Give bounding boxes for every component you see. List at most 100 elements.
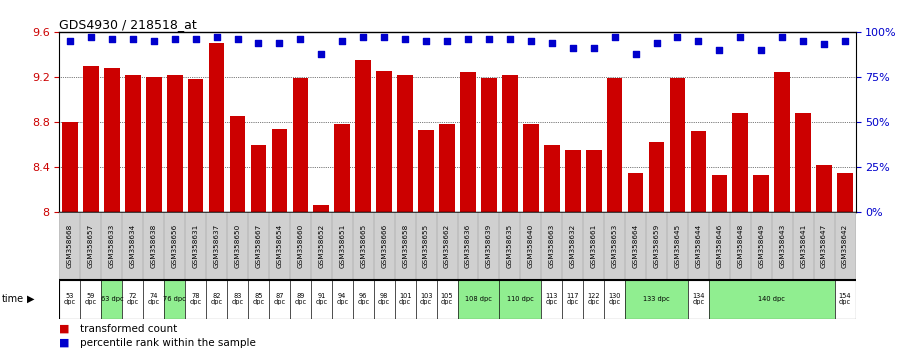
Text: 96
dpc: 96 dpc <box>357 293 370 306</box>
Text: GSM358655: GSM358655 <box>423 224 429 268</box>
Bar <box>562 280 583 319</box>
Bar <box>227 280 248 319</box>
Text: 113
dpc: 113 dpc <box>545 293 558 306</box>
Text: 154
dpc: 154 dpc <box>839 293 851 306</box>
Bar <box>834 280 856 319</box>
Bar <box>185 280 206 319</box>
Text: 130
dpc: 130 dpc <box>608 293 621 306</box>
Bar <box>104 68 120 212</box>
Text: GSM358656: GSM358656 <box>172 224 178 268</box>
Bar <box>123 280 144 319</box>
Point <box>398 36 413 42</box>
Bar <box>691 131 706 212</box>
Text: GSM358652: GSM358652 <box>318 224 324 268</box>
Text: time: time <box>2 294 24 304</box>
Text: GSM358664: GSM358664 <box>632 224 639 268</box>
Bar <box>625 280 688 319</box>
Text: 83
dpc: 83 dpc <box>231 293 243 306</box>
Bar <box>311 280 332 319</box>
Text: GSM358657: GSM358657 <box>88 224 94 268</box>
Point <box>231 36 245 42</box>
Point <box>587 45 601 51</box>
Bar <box>688 280 709 319</box>
Text: 133 dpc: 133 dpc <box>643 296 670 302</box>
Point <box>796 38 811 44</box>
Point <box>251 40 266 46</box>
Bar <box>353 280 373 319</box>
Text: GSM358646: GSM358646 <box>716 224 722 268</box>
Point <box>62 38 77 44</box>
Text: GSM358635: GSM358635 <box>507 224 513 268</box>
Text: ■: ■ <box>59 338 70 348</box>
Text: GSM358643: GSM358643 <box>780 224 785 268</box>
Text: GSM358651: GSM358651 <box>339 224 345 268</box>
Text: GSM358647: GSM358647 <box>821 224 827 268</box>
Point <box>502 36 517 42</box>
Text: 76 dpc: 76 dpc <box>163 296 186 302</box>
Text: 94
dpc: 94 dpc <box>336 293 349 306</box>
Point <box>565 45 580 51</box>
Bar <box>81 280 102 319</box>
Text: GSM358639: GSM358639 <box>486 224 492 268</box>
Point <box>104 36 119 42</box>
Bar <box>394 280 415 319</box>
Bar <box>500 280 542 319</box>
Text: 74
dpc: 74 dpc <box>147 293 160 306</box>
Text: GSM358667: GSM358667 <box>255 224 262 268</box>
Bar <box>523 124 539 212</box>
Bar <box>837 173 853 212</box>
Point <box>670 34 684 40</box>
Point <box>167 36 182 42</box>
Bar <box>712 175 727 212</box>
Bar <box>436 280 458 319</box>
Bar <box>753 175 770 212</box>
Bar <box>83 66 99 212</box>
Text: 89
dpc: 89 dpc <box>295 293 307 306</box>
Text: 91
dpc: 91 dpc <box>316 293 328 306</box>
Bar <box>586 150 601 212</box>
Bar <box>458 280 500 319</box>
Bar <box>293 78 308 212</box>
Point <box>523 38 538 44</box>
Bar <box>206 280 227 319</box>
Text: GSM358636: GSM358636 <box>465 224 471 268</box>
Point <box>608 34 622 40</box>
Text: 103
dpc: 103 dpc <box>420 293 432 306</box>
Bar <box>188 79 203 212</box>
Bar <box>59 280 81 319</box>
Point <box>754 47 769 53</box>
Text: GSM358653: GSM358653 <box>611 224 618 268</box>
Bar <box>481 78 497 212</box>
Bar <box>62 122 78 212</box>
Bar <box>373 280 394 319</box>
Text: GSM358644: GSM358644 <box>695 224 702 268</box>
Point <box>481 36 496 42</box>
Point <box>335 38 350 44</box>
Bar <box>164 280 185 319</box>
Bar <box>248 280 269 319</box>
Bar <box>290 280 311 319</box>
Text: GSM358654: GSM358654 <box>276 224 283 268</box>
Bar <box>565 150 581 212</box>
Text: GSM358632: GSM358632 <box>570 224 576 268</box>
Text: GSM358640: GSM358640 <box>528 224 533 268</box>
Bar <box>144 280 164 319</box>
Bar <box>418 130 434 212</box>
Text: 59
dpc: 59 dpc <box>85 293 97 306</box>
Point <box>629 51 643 56</box>
Point <box>817 42 832 47</box>
Bar <box>774 73 790 212</box>
Point <box>775 34 790 40</box>
Text: 82
dpc: 82 dpc <box>210 293 222 306</box>
Point <box>691 38 705 44</box>
Text: ■: ■ <box>59 324 70 333</box>
Point <box>440 38 455 44</box>
Text: GSM358648: GSM358648 <box>737 224 743 268</box>
Bar <box>544 145 560 212</box>
Text: GSM358658: GSM358658 <box>402 224 408 268</box>
Point <box>293 36 307 42</box>
Text: 98
dpc: 98 dpc <box>378 293 390 306</box>
Bar <box>272 129 287 212</box>
Bar <box>816 165 832 212</box>
Text: 117
dpc: 117 dpc <box>566 293 579 306</box>
